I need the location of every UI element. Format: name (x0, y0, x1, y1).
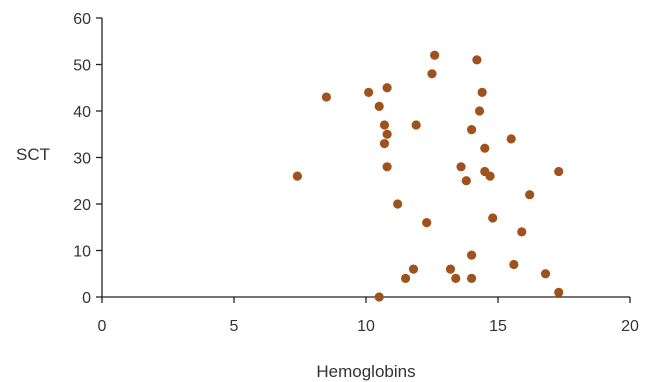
y-tick-label: 10 (73, 244, 91, 261)
data-point (379, 138, 390, 149)
data-point (393, 199, 403, 209)
data-point (461, 176, 471, 186)
data-point (506, 134, 516, 144)
data-point (554, 287, 564, 297)
data-point (422, 218, 432, 228)
data-point (540, 269, 551, 279)
data-point (382, 162, 392, 172)
data-point (408, 264, 419, 274)
data-point (474, 106, 485, 116)
data-point (379, 120, 390, 130)
data-point (467, 125, 477, 135)
y-axis-title: SCT (16, 145, 50, 164)
data-point (525, 190, 535, 200)
data-point (467, 273, 477, 283)
y-tick-label: 30 (73, 151, 91, 168)
data-point (480, 143, 490, 153)
data-point (374, 101, 384, 111)
y-axis: 0 10 20 30 40 50 60 (73, 11, 103, 307)
data-point (509, 259, 519, 270)
x-tick-label: 20 (621, 318, 639, 335)
x-tick-label: 5 (230, 318, 239, 335)
data-point (427, 69, 437, 79)
y-tick-label: 20 (73, 197, 91, 214)
x-axis-title: Hemoglobins (316, 362, 415, 381)
data-point (488, 213, 498, 223)
y-tick-label: 60 (73, 11, 91, 28)
x-tick-label: 10 (357, 318, 375, 335)
data-point (411, 120, 421, 130)
data-point (477, 87, 487, 97)
y-tick-label: 0 (82, 290, 91, 307)
data-point (485, 171, 495, 181)
x-tick-label: 15 (489, 318, 507, 335)
data-point (430, 50, 440, 60)
data-point (472, 55, 482, 65)
data-point (517, 227, 527, 237)
y-tick-label: 40 (73, 104, 91, 121)
data-point (374, 292, 384, 302)
data-point (554, 166, 564, 177)
data-point (382, 129, 392, 139)
data-point (321, 92, 331, 102)
data-point (292, 171, 302, 181)
data-point (401, 273, 411, 283)
x-axis: 0 5 10 15 20 (98, 296, 639, 335)
data-point (382, 83, 392, 93)
data-point (445, 264, 456, 274)
data-point (456, 162, 466, 172)
data-point (451, 273, 461, 283)
data-point (364, 87, 374, 97)
data-points (292, 50, 564, 302)
y-tick-label: 50 (73, 58, 91, 75)
x-tick-label: 0 (98, 318, 107, 335)
data-point (467, 250, 477, 260)
